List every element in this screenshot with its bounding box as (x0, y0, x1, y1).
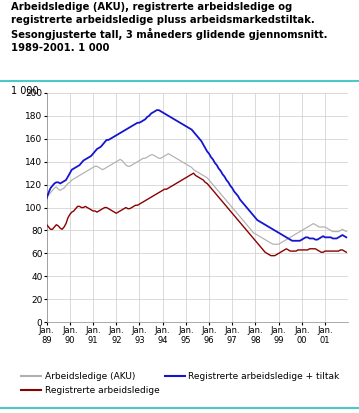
Text: 1 000: 1 000 (11, 86, 38, 96)
Text: Arbeidsledige (AKU), registrerte arbeidsledige og
registrerte arbeidsledige plus: Arbeidsledige (AKU), registrerte arbeids… (11, 2, 327, 53)
Legend: Arbeidsledige (AKU), Registrerte arbeidsledige, Registrerte arbeidsledige + tilt: Arbeidsledige (AKU), Registrerte arbeids… (21, 373, 339, 395)
